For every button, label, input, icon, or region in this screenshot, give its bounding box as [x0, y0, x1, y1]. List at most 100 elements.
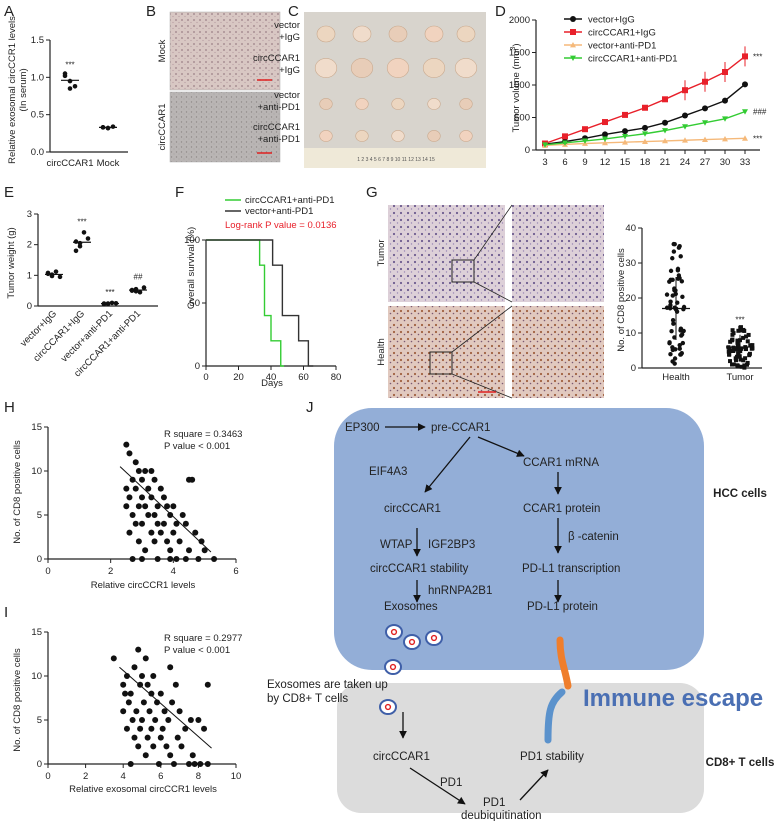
panel-i-data-point [110, 655, 117, 662]
panel-i-data-point [144, 734, 151, 741]
panel-g-data-point [731, 348, 736, 353]
panel-a-data-point [67, 78, 73, 84]
panel-d-data-point [642, 138, 648, 144]
node-eif4a3: EIF4A3 [369, 466, 407, 478]
panel-e-data-point [85, 236, 91, 241]
panel-d-data-point [642, 131, 648, 137]
panel-d-data-point [662, 128, 668, 134]
panel-g-label-health: Health [376, 338, 387, 365]
panel-h-data-point [145, 485, 152, 492]
panel-d-xtick-label: 27 [700, 157, 711, 168]
panel-i-xtick-label: 4 [121, 771, 126, 782]
panel-a-ylabel-line1: Relative exosomal circCCR1 levels [7, 16, 18, 164]
panel-letter-j: J [306, 399, 314, 416]
panel-f-legend-1: circCCAR1+anti-PD1 [245, 195, 335, 206]
panel-h-data-point [170, 503, 177, 510]
node-pd1-deub-line2: deubiquitination [461, 810, 542, 821]
panel-d-data-point [742, 53, 748, 60]
panel-i-data-point [133, 708, 140, 715]
panel-h-data-point [129, 476, 136, 483]
exosome-vesicle [379, 699, 397, 715]
panel-h-data-point [167, 556, 174, 562]
panel-i-data-point [204, 681, 211, 688]
panel-g-data-point [745, 339, 750, 344]
panel-d-legend-label: vector+anti-PD1 [588, 41, 656, 52]
panel-h-data-point [151, 476, 158, 483]
panel-h-data-point [157, 485, 164, 492]
panel-d-data-point [662, 96, 668, 103]
node-exosomes: Exosomes [384, 601, 438, 613]
panel-h-data-point [142, 503, 149, 510]
node-ccar1-protein: CCAR1 protein [523, 503, 600, 515]
panel-d-legend-marker [570, 42, 576, 48]
row-label-2-line1: circCCAR1 [253, 53, 300, 64]
panel-d-data-point [722, 69, 728, 75]
node-pd-l1-transcription: PD-L1 transcription [522, 563, 620, 575]
panel-letter-h: H [4, 399, 15, 416]
panel-i-xtick-label: 2 [83, 771, 88, 782]
panel-g-data-point [727, 352, 732, 357]
tumor-sample [391, 98, 405, 110]
panel-h-data-point [139, 520, 145, 527]
panel-g-data-point [738, 357, 743, 362]
panel-i-data-point [170, 761, 177, 767]
tumor-sample [314, 58, 338, 78]
panel-g-data-point [741, 335, 746, 340]
row-label-4-line1: circCCAR1 [253, 122, 300, 133]
panel-h-data-point [154, 520, 161, 527]
panel-d-data-point [702, 136, 708, 142]
panel-g-data-point [667, 341, 672, 346]
panel-g-data-point [664, 292, 670, 297]
panel-d-data-point [602, 131, 608, 138]
panel-g-data-point [670, 345, 675, 350]
panel-a-ytick-label: 0.0 [31, 147, 44, 158]
panel-a-xtick-label: circCCAR1 [47, 158, 94, 169]
tumor-sample [352, 25, 372, 43]
tumor-sample [316, 25, 336, 43]
node-circccar1: circCCAR1 [384, 503, 441, 515]
panel-g-ylabel: No. of CD8 positive cells [616, 248, 627, 352]
panel-h-data-point [157, 529, 164, 536]
panel-i-data-point [120, 681, 127, 688]
panel-e-data-point [73, 248, 79, 254]
panel-d-ytick-label: 1000 [509, 80, 530, 91]
panel-e-data-point [77, 240, 83, 246]
panel-f-survival-curve [206, 239, 314, 367]
panel-d-data-point [722, 135, 728, 142]
panel-d-data-point [682, 87, 688, 94]
panel-i-data-point [129, 717, 136, 723]
panel-h-ytick-label: 15 [31, 422, 42, 433]
panel-e-significance: *** [77, 217, 86, 226]
panel-d-data-point [702, 78, 708, 85]
panel-d-data-point [682, 137, 688, 143]
panel-i-data-point [189, 752, 196, 759]
panel-h-data-point [126, 529, 133, 536]
panel-h-data-point [123, 485, 130, 492]
panel-g-data-point [741, 358, 746, 363]
panel-d-legend-marker [570, 55, 576, 61]
panel-i-data-point [186, 761, 192, 767]
tumor-sample [355, 130, 369, 142]
panel-e-significance: ## [134, 273, 143, 282]
panel-i-data-point [176, 708, 183, 715]
panel-i-data-point [127, 761, 134, 767]
panel-i-data-point [197, 761, 204, 767]
exosome-cargo [430, 634, 438, 642]
ihc-image-mock [169, 11, 281, 91]
panel-d-data-point [642, 124, 648, 131]
panel-d-data-point [582, 126, 588, 133]
tumor-sample [424, 25, 444, 43]
panel-g-data-point [742, 365, 747, 370]
panel-g-data-point [743, 356, 748, 361]
panel-g-data-point [730, 337, 735, 342]
cd8-t-cells-label: CD8+ T cells [706, 757, 775, 769]
uptake-text-1: Exosomes are taken up [267, 679, 388, 691]
panel-e-ytick-label: 2 [27, 240, 32, 251]
panel-g-data-point [734, 358, 739, 363]
panel-i-data-point [157, 734, 164, 741]
panel-h-data-point [135, 503, 142, 510]
panel-h-data-point [145, 512, 152, 518]
panel-d-xtick-label: 30 [720, 157, 731, 168]
panel-d-data-point [662, 137, 668, 144]
panel-g-ytick-label: 20 [625, 293, 636, 304]
